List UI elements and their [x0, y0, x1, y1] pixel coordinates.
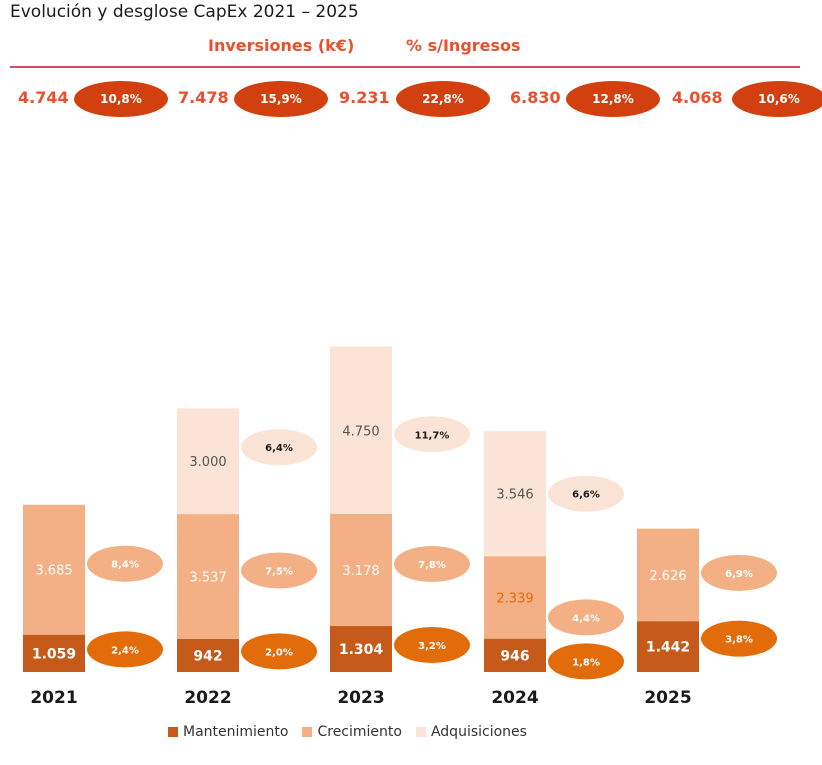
legend-label-adquisiciones: Adquisiciones: [430, 724, 527, 740]
bar-crecimiento-2022: [177, 514, 239, 639]
legend-label-mantenimiento: Mantenimiento: [183, 724, 289, 740]
bar-crecimiento-2025: [637, 528, 699, 622]
chart-title: Evolución y desglose CapEx 2021 – 2025: [10, 2, 359, 22]
pct-label-adquisiciones-2024: 6,6%: [572, 490, 600, 501]
total-pct-2021: 10,8%: [74, 81, 168, 117]
pct-label-crecimiento-2024: 4,4%: [572, 613, 600, 624]
total-value-2023: 9.231: [339, 88, 390, 107]
pct-oval-crecimiento-2023: [394, 546, 470, 583]
legend-swatch-mantenimiento: [168, 727, 178, 737]
bar-mantenimiento-2023: [330, 626, 392, 672]
investments-header: Inversiones (k€): [208, 36, 355, 55]
bar-adquisiciones-2022: [177, 408, 239, 515]
data-label-crecimiento-2024: 2.339: [496, 591, 533, 606]
pct-label-mantenimiento-2025: 3,8%: [725, 635, 753, 646]
pct-label-adquisiciones-2023: 11,7%: [415, 430, 450, 441]
data-label-mantenimiento-2021: 1.059: [32, 646, 76, 662]
total-value-2024: 6.830: [510, 88, 561, 107]
pct-label-crecimiento-2025: 6,9%: [725, 569, 753, 580]
pct-label-mantenimiento-2022: 2,0%: [265, 647, 293, 658]
x-tick-label-2022: 2022: [184, 688, 231, 708]
pct-label-adquisiciones-2022: 6,4%: [265, 443, 293, 454]
x-tick-label-2025: 2025: [644, 688, 691, 708]
header-divider: [10, 66, 800, 68]
pct-label-crecimiento-2021: 8,4%: [111, 560, 139, 571]
bar-crecimiento-2021: [23, 504, 85, 635]
x-tick-label-2024: 2024: [491, 688, 538, 708]
pct-oval-mantenimiento-2024: [548, 643, 624, 680]
total-pct-2025: 10,6%: [732, 81, 822, 117]
x-tick-label-2023: 2023: [337, 688, 384, 708]
legend-item-adquisiciones: Adquisiciones: [415, 724, 527, 740]
data-label-adquisiciones-2024: 3.546: [496, 488, 533, 503]
pct-oval-crecimiento-2024: [548, 599, 624, 636]
x-tick-label-2021: 2021: [30, 688, 77, 708]
legend-item-crecimiento: Crecimiento: [302, 724, 402, 740]
bar-mantenimiento-2024: [484, 638, 546, 672]
pct-oval-mantenimiento-2022: [241, 633, 317, 670]
total-pct-2022: 15,9%: [234, 81, 328, 117]
pct-oval-crecimiento-2022: [241, 552, 317, 589]
total-value-2025: 4.068: [672, 88, 723, 107]
pct-label-crecimiento-2023: 7,8%: [418, 560, 446, 571]
pct-label-mantenimiento-2021: 2,4%: [111, 645, 139, 656]
data-label-mantenimiento-2022: 942: [193, 648, 222, 664]
total-value-2021: 4.744: [18, 88, 69, 107]
bar-crecimiento-2023: [330, 514, 392, 627]
total-pct-2023: 22,8%: [396, 81, 490, 117]
data-label-crecimiento-2021: 3.685: [35, 564, 72, 579]
bar-mantenimiento-2025: [637, 621, 699, 672]
data-label-adquisiciones-2022: 3.000: [189, 455, 226, 470]
data-label-mantenimiento-2025: 1.442: [646, 640, 690, 656]
bar-adquisiciones-2023: [330, 346, 392, 515]
pct-oval-adquisiciones-2023: [394, 416, 470, 453]
data-label-crecimiento-2025: 2.626: [649, 569, 686, 584]
bar-mantenimiento-2021: [23, 634, 85, 672]
total-value-2022: 7.478: [178, 88, 229, 107]
pct-label-mantenimiento-2024: 1,8%: [572, 657, 600, 668]
pct-label-crecimiento-2022: 7,5%: [265, 566, 293, 577]
legend-swatch-crecimiento: [302, 727, 313, 737]
total-pct-2024: 12,8%: [566, 81, 660, 117]
pct-oval-mantenimiento-2021: [87, 631, 163, 668]
pct-label-mantenimiento-2023: 3,2%: [418, 641, 446, 652]
pct-oval-crecimiento-2025: [701, 554, 777, 591]
bar-crecimiento-2024: [484, 556, 546, 639]
chart-legend: Mantenimiento Crecimiento Adquisiciones: [168, 724, 527, 740]
data-label-crecimiento-2022: 3.537: [189, 570, 226, 585]
data-label-adquisiciones-2023: 4.750: [342, 424, 379, 439]
bar-mantenimiento-2022: [177, 638, 239, 672]
bar-adquisiciones-2024: [484, 431, 546, 557]
pct-oval-adquisiciones-2024: [548, 475, 624, 512]
data-label-mantenimiento-2024: 946: [500, 648, 529, 664]
pct-oval-mantenimiento-2025: [701, 620, 777, 657]
legend-item-mantenimiento: Mantenimiento: [168, 724, 288, 740]
pct-revenue-header: % s/Ingresos: [406, 36, 521, 55]
data-label-crecimiento-2023: 3.178: [342, 564, 379, 579]
legend-label-crecimiento: Crecimiento: [317, 724, 402, 740]
data-label-mantenimiento-2023: 1.304: [339, 642, 384, 658]
pct-oval-adquisiciones-2022: [241, 429, 317, 466]
legend-swatch-adquisiciones: [415, 727, 426, 737]
pct-oval-crecimiento-2021: [87, 545, 163, 582]
pct-oval-mantenimiento-2023: [394, 627, 470, 664]
